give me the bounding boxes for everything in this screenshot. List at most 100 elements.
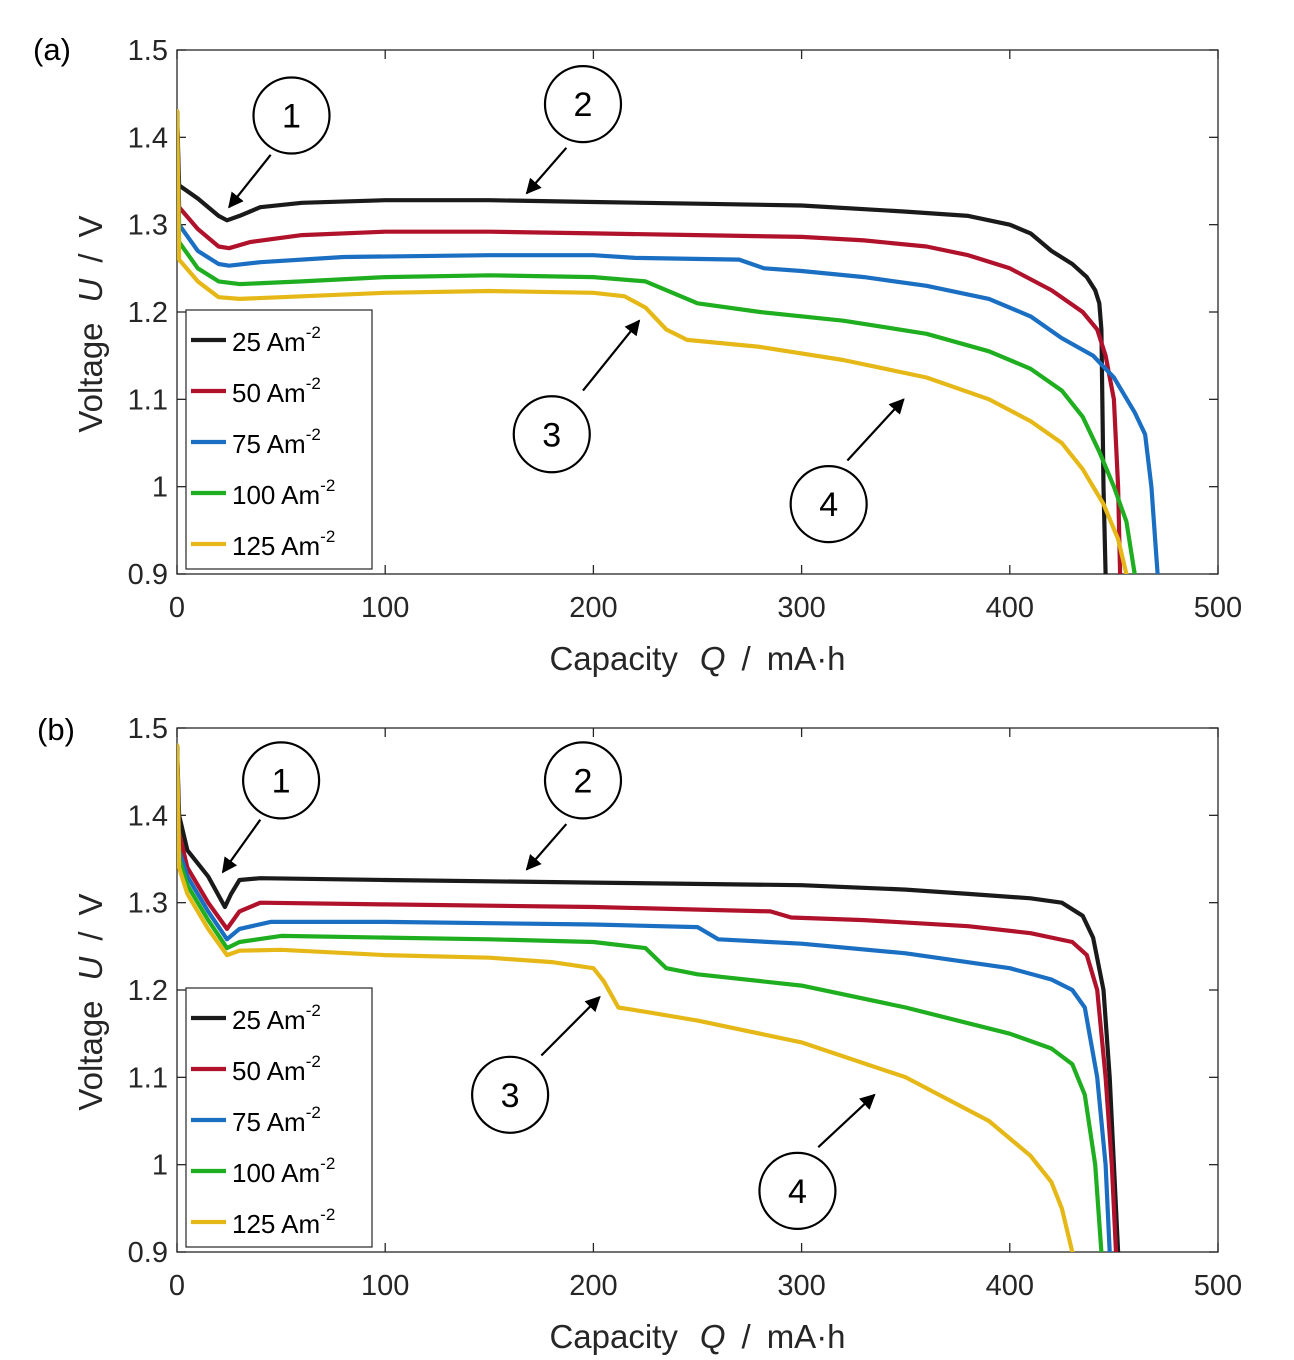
legend-exponent: -2 bbox=[320, 1205, 335, 1224]
y-axis-slash: / bbox=[72, 253, 109, 263]
callout-circle bbox=[543, 741, 623, 820]
callout-number: 2 bbox=[574, 86, 593, 124]
callout-1: 1 bbox=[228, 76, 331, 209]
series-line-75-am-2 bbox=[177, 109, 1160, 574]
y-tick-label: 1.4 bbox=[128, 122, 168, 154]
y-axis-title-text: Voltage bbox=[72, 1000, 109, 1110]
y-axis-title: Voltage U / V bbox=[72, 893, 109, 1110]
legend-box bbox=[185, 309, 373, 570]
callout-arrow bbox=[540, 995, 601, 1057]
series-line-50-am-2 bbox=[177, 743, 1119, 1252]
y-axis-slash: / bbox=[72, 931, 109, 941]
y-axis-title-text: Voltage bbox=[72, 322, 109, 432]
series-line-75-am-2 bbox=[177, 743, 1112, 1252]
callout-number: 1 bbox=[282, 98, 301, 136]
y-tick-label: 1.2 bbox=[128, 297, 168, 329]
y-axis-title: Voltage U / V bbox=[72, 215, 109, 432]
series-line-25-am-2 bbox=[177, 743, 1121, 1252]
callout-arrow bbox=[846, 398, 905, 462]
chart-panel-a: 0 100 200 300 400 500 0.9 1 1.1 1.2 1.3 1.4 1.5 Capac… bbox=[33, 32, 1242, 677]
series-group bbox=[177, 109, 1160, 574]
legend-exponent: -2 bbox=[306, 374, 321, 393]
legend-entry: 75 Am-2 bbox=[232, 1103, 321, 1137]
y-tick-label: 1.4 bbox=[128, 800, 168, 832]
y-tick-label: 1.1 bbox=[128, 384, 168, 416]
series-line-50-am-2 bbox=[177, 109, 1123, 574]
x-tick-label: 0 bbox=[169, 1270, 185, 1302]
legend-label: 100 Am bbox=[232, 1158, 320, 1188]
callout-number: 3 bbox=[542, 416, 561, 454]
callout-3: 3 bbox=[512, 319, 641, 474]
series-line-100-am-2 bbox=[177, 109, 1137, 574]
legend-entry: 50 Am-2 bbox=[232, 374, 321, 408]
legend-label: 75 Am bbox=[232, 429, 306, 459]
panel-label: (a) bbox=[33, 32, 71, 67]
legend-exponent: -2 bbox=[306, 1103, 321, 1122]
callout-circle bbox=[242, 741, 321, 820]
callout-arrow bbox=[817, 1093, 876, 1149]
legend-label: 25 Am bbox=[232, 327, 306, 357]
callout-arrow bbox=[525, 823, 568, 871]
legend-entry: 75 Am-2 bbox=[232, 425, 321, 459]
callout-3: 3 bbox=[471, 995, 601, 1134]
x-tick-label: 200 bbox=[569, 592, 617, 624]
callout-circle bbox=[252, 76, 331, 155]
x-axis-slash: / bbox=[742, 640, 752, 677]
y-axis-symbol: U bbox=[72, 956, 109, 980]
y-tick-label: 1 bbox=[152, 472, 168, 504]
legend-entry: 100 Am-2 bbox=[232, 1154, 335, 1188]
legend-entry: 25 Am-2 bbox=[232, 1001, 321, 1035]
legend-exponent: -2 bbox=[306, 323, 321, 342]
y-tick-label: 1.5 bbox=[128, 713, 168, 745]
x-axis-symbol: Q bbox=[700, 1318, 726, 1355]
x-axis-unit: mA·h bbox=[767, 1318, 846, 1355]
legend-entry: 125 Am-2 bbox=[232, 527, 335, 561]
callout-number: 1 bbox=[272, 762, 291, 800]
callout-1: 1 bbox=[221, 741, 321, 874]
x-axis-slash: / bbox=[742, 1318, 752, 1355]
panel-label: (b) bbox=[37, 712, 75, 747]
series-line-125-am-2 bbox=[177, 109, 1129, 574]
callout-circle bbox=[512, 395, 591, 474]
y-tick-label: 1.3 bbox=[128, 888, 168, 920]
y-tick-label: 1.3 bbox=[128, 210, 168, 242]
x-axis-title-text: Capacity bbox=[549, 640, 678, 677]
x-tick-label: 500 bbox=[1194, 1270, 1242, 1302]
legend-exponent: -2 bbox=[306, 425, 321, 444]
callout-arrow bbox=[228, 154, 272, 209]
legend-label: 100 Am bbox=[232, 480, 320, 510]
callout-arrow bbox=[221, 819, 262, 874]
x-tick-label: 500 bbox=[1194, 592, 1242, 624]
legend-entry: 125 Am-2 bbox=[232, 1205, 335, 1239]
legend-exponent: -2 bbox=[320, 1154, 335, 1173]
series-line-25-am-2 bbox=[177, 109, 1108, 574]
x-tick-label: 400 bbox=[986, 1270, 1034, 1302]
legend-label: 75 Am bbox=[232, 1107, 306, 1137]
x-axis-unit: mA·h bbox=[767, 640, 846, 677]
legend-label: 50 Am bbox=[232, 1056, 306, 1086]
y-tick-label: 1.5 bbox=[128, 35, 168, 67]
legend-label: 25 Am bbox=[232, 1005, 306, 1035]
x-axis-title: Capacity Q / mA·h bbox=[549, 640, 845, 677]
y-tick-label: 1.2 bbox=[128, 975, 168, 1007]
callout-4: 4 bbox=[758, 1093, 876, 1230]
y-axis-unit: V bbox=[72, 215, 109, 237]
x-tick-label: 0 bbox=[169, 592, 185, 624]
legend-entry: 50 Am-2 bbox=[232, 1052, 321, 1086]
legend-label: 50 Am bbox=[232, 378, 306, 408]
callout-circle bbox=[789, 465, 868, 544]
chart-panel-b: 0 100 200 300 400 500 0.9 1 1.1 1.2 1.3 1.4 1.5 Capac… bbox=[37, 712, 1242, 1355]
legend-label: 125 Am bbox=[232, 531, 320, 561]
x-tick-label: 300 bbox=[777, 592, 825, 624]
legend-entry: 100 Am-2 bbox=[232, 476, 335, 510]
legend-exponent: -2 bbox=[306, 1052, 321, 1071]
x-axis-symbol: Q bbox=[700, 640, 726, 677]
callout-2: 2 bbox=[525, 65, 623, 195]
x-axis-title: Capacity Q / mA·h bbox=[549, 1318, 845, 1355]
series-line-100-am-2 bbox=[177, 743, 1104, 1252]
callout-circle bbox=[471, 1055, 550, 1134]
y-axis-symbol: U bbox=[72, 278, 109, 302]
x-tick-label: 100 bbox=[361, 1270, 409, 1302]
callout-2: 2 bbox=[525, 741, 623, 871]
